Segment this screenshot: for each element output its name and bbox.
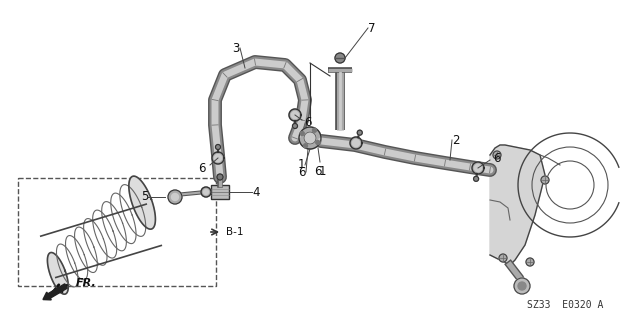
Polygon shape [129, 176, 156, 229]
Text: 6: 6 [493, 152, 500, 165]
Text: 7: 7 [368, 21, 376, 34]
Circle shape [518, 282, 526, 290]
Polygon shape [490, 145, 545, 265]
Circle shape [541, 176, 549, 184]
Text: 1: 1 [298, 159, 305, 172]
Polygon shape [353, 139, 360, 147]
Circle shape [172, 194, 179, 201]
Circle shape [335, 53, 345, 63]
Circle shape [216, 145, 221, 150]
Text: FR.: FR. [76, 278, 97, 288]
Polygon shape [289, 109, 301, 121]
FancyArrow shape [43, 284, 67, 300]
Text: 6: 6 [314, 165, 322, 178]
Circle shape [312, 128, 317, 132]
Circle shape [357, 130, 362, 135]
Text: 3: 3 [232, 41, 240, 55]
Polygon shape [291, 111, 299, 119]
Text: 2: 2 [452, 133, 460, 146]
Polygon shape [214, 154, 221, 162]
Text: 6: 6 [198, 161, 206, 174]
Polygon shape [212, 152, 224, 164]
Text: 6: 6 [298, 166, 306, 179]
Circle shape [316, 140, 320, 145]
Polygon shape [350, 137, 362, 149]
Circle shape [204, 189, 209, 195]
Circle shape [168, 190, 182, 204]
Text: 5: 5 [141, 190, 148, 204]
Text: SZ33  E0320 A: SZ33 E0320 A [527, 300, 603, 310]
Circle shape [526, 258, 534, 266]
Text: 6: 6 [304, 115, 312, 129]
Text: B-1: B-1 [226, 227, 243, 237]
Circle shape [304, 132, 316, 144]
Circle shape [493, 151, 501, 159]
Circle shape [201, 187, 211, 197]
Circle shape [299, 127, 321, 149]
Circle shape [303, 144, 307, 148]
Circle shape [514, 278, 530, 294]
Polygon shape [472, 162, 484, 174]
Polygon shape [47, 253, 68, 294]
Circle shape [300, 131, 304, 136]
Circle shape [474, 176, 479, 181]
Text: 4: 4 [252, 186, 259, 198]
Circle shape [499, 254, 507, 262]
Circle shape [292, 123, 298, 129]
Circle shape [217, 174, 223, 180]
Polygon shape [474, 164, 482, 172]
Bar [211, 185, 229, 199]
Bar [18, 178, 216, 286]
Text: 1: 1 [318, 165, 326, 178]
